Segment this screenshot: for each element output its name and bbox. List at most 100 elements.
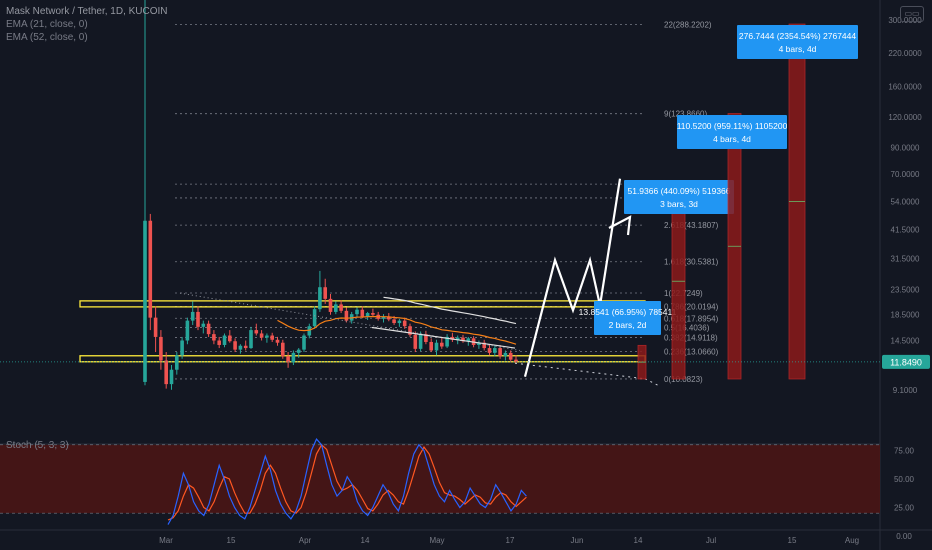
candle-body [302, 335, 306, 350]
measure-label-box [594, 301, 661, 335]
candle-body [387, 316, 391, 320]
candle-body [424, 334, 428, 342]
stoch-d-line [167, 443, 527, 521]
stoch-k-line [167, 438, 527, 525]
candle-body [434, 342, 439, 351]
fib-level-label: 0(10.0823) [664, 375, 703, 384]
candle-body [402, 320, 407, 327]
current-price-label: 11.8490 [890, 357, 922, 367]
candle-body [445, 336, 449, 347]
candle-body [164, 360, 168, 385]
candle-body [365, 313, 370, 317]
candle-body [498, 348, 502, 357]
price-tick-label: 220.0000 [888, 49, 922, 58]
candle-body [355, 309, 359, 315]
price-tick-label: 120.0000 [888, 113, 922, 122]
candle-body [143, 220, 147, 382]
candle-body [455, 337, 460, 340]
measure-label-bars: 2 bars, 2d [609, 320, 647, 330]
measure-label-box [624, 180, 734, 214]
stoch-legend[interactable]: Stoch (5, 3, 3) [6, 440, 69, 451]
candle-body [233, 341, 237, 350]
candle-body [148, 220, 153, 318]
fib-level-label: 1.618(30.5381) [664, 258, 719, 267]
candle-body [371, 313, 375, 315]
candle-body [243, 345, 248, 349]
measure-label-value: 276.7444 (2354.54%) 2767444 [739, 31, 856, 41]
candle-body [482, 342, 486, 349]
candle-body [212, 334, 216, 341]
projected-path [523, 178, 622, 377]
measure-label-value: 13.8541 (66.95%) 785411 [579, 307, 677, 317]
current-price-tag [882, 354, 930, 369]
candle-body [259, 333, 264, 338]
settings-button[interactable]: ▭▭ [900, 6, 924, 22]
candle-body [487, 348, 492, 353]
stoch-tick-label: 50.00 [894, 475, 915, 484]
measure-label-value: 110.5200 (959.11%) 1105200 [677, 121, 788, 131]
candle-body [328, 298, 333, 312]
stoch-tick-label: 25.00 [894, 504, 915, 513]
candle-body [318, 287, 322, 310]
candle-body [175, 355, 179, 370]
candle-body [429, 341, 433, 351]
candle-body [334, 304, 338, 312]
fib-level-label: 0.5(16.4036) [664, 323, 710, 332]
candle-body [222, 335, 227, 345]
candle-body [493, 348, 497, 353]
price-tick-label: 54.0000 [891, 197, 920, 206]
measure-label-bars: 4 bars, 4d [779, 44, 817, 54]
fib-level-label: 2.618(43.1807) [664, 221, 719, 230]
fib-level-label: 9(123.8660) [664, 110, 707, 119]
ema-slow-line [383, 296, 517, 325]
candle-body [477, 342, 481, 345]
candle-body [392, 319, 396, 324]
candle-body [381, 316, 386, 319]
candle-body [265, 335, 269, 338]
candle-body [397, 320, 402, 324]
candle-body [360, 309, 365, 317]
candle-body [190, 311, 195, 321]
candle-body [281, 342, 285, 357]
candle-body [217, 340, 221, 345]
time-tick-label: 14 [361, 536, 370, 545]
time-tick-label: 14 [634, 536, 643, 545]
time-tick-label: Aug [845, 536, 859, 545]
projection-dotted [514, 362, 646, 380]
price-tick-label: 14.5000 [891, 337, 920, 346]
candle-body [307, 326, 312, 336]
candle-body [450, 336, 455, 340]
candle-body [503, 352, 508, 357]
chart-legend: Mask Network / Tether, 1D, KUCOIN EMA (2… [6, 5, 168, 44]
measure-label-value: 51.9366 (440.09%) 519366 [627, 186, 730, 196]
stoch-tick-label: 75.00 [894, 447, 915, 456]
candle-body [254, 330, 259, 334]
candle-body [514, 359, 518, 362]
candle-body [408, 326, 412, 335]
candle-body [185, 320, 190, 341]
fib-level-label: 0.786(20.0194) [664, 302, 719, 311]
time-tick-label: 15 [788, 536, 797, 545]
price-tick-label: 23.5000 [891, 285, 920, 294]
stoch-band [0, 444, 880, 514]
candle-body [159, 336, 163, 361]
price-tick-label: 9.1000 [893, 386, 918, 395]
candle-body [238, 345, 243, 350]
price-tick-label: 41.5000 [891, 225, 920, 234]
price-tick-label: 31.5000 [891, 254, 920, 263]
time-tick-label: Jun [571, 536, 584, 545]
measure-label-box [737, 25, 858, 59]
candle-body [286, 356, 290, 363]
price-tick-label: 18.5000 [891, 311, 920, 320]
candle-body [275, 339, 280, 343]
symbol-title[interactable]: Mask Network / Tether, 1D, KUCOIN [6, 6, 168, 17]
fib-level-label: 0.618(17.8954) [664, 314, 719, 323]
ema-fast-legend[interactable]: EMA (21, close, 0) [6, 19, 88, 30]
candle-body [228, 335, 232, 342]
projected-path-arrowhead [608, 215, 632, 236]
time-tick-label: 17 [506, 536, 515, 545]
candle-body [461, 337, 465, 342]
fib-level-label: 0.236(13.0660) [664, 348, 719, 357]
ema-slow-legend[interactable]: EMA (52, close, 0) [6, 32, 88, 43]
